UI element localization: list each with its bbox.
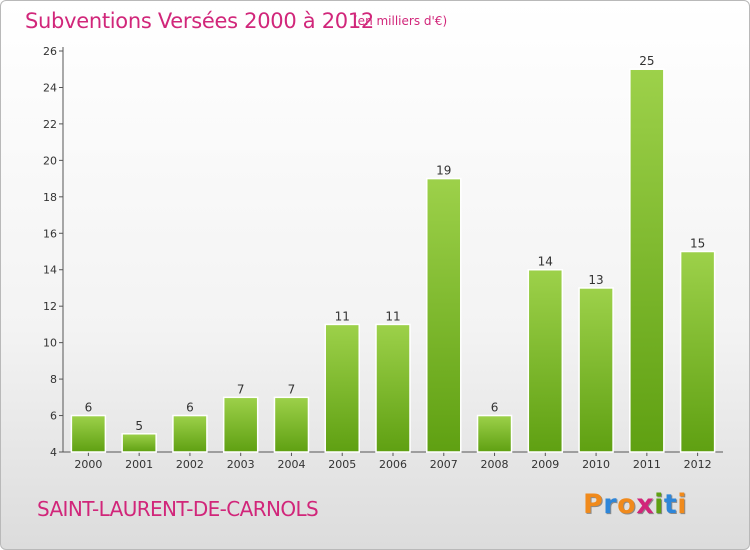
chart-title: Subventions Versées 2000 à 2012: [25, 9, 374, 33]
bar-value-label: 19: [436, 164, 451, 178]
y-tick-label: 12: [43, 300, 57, 313]
x-tick-label: 2009: [531, 458, 559, 471]
chart-bars: [70, 68, 716, 453]
bar-value-label: 14: [538, 255, 553, 269]
bar-value-label: 7: [237, 382, 245, 396]
bar-value-label: 13: [588, 273, 603, 287]
bar: [172, 414, 208, 453]
bar: [375, 323, 411, 453]
y-tick-label: 16: [43, 227, 57, 240]
bar-value-label: 11: [385, 309, 400, 323]
bar-value-label: 25: [639, 54, 654, 68]
bar: [527, 268, 564, 453]
bar: [426, 177, 462, 453]
bar-value-label: 5: [135, 419, 143, 433]
x-tick-label: 2002: [176, 458, 204, 471]
y-tick-label: 22: [43, 118, 57, 131]
logo-letter: i: [677, 489, 688, 520]
y-tick-label: 26: [43, 45, 57, 58]
commune-name: SAINT-LAURENT-DE-CARNOLS: [37, 497, 319, 521]
x-tick-label: 2004: [277, 458, 305, 471]
x-tick-label: 2006: [379, 458, 407, 471]
x-tick-label: 2010: [582, 458, 610, 471]
logo-letter: t: [663, 489, 678, 520]
logo-letter: x: [636, 489, 655, 520]
x-tick-label: 2008: [481, 458, 509, 471]
bar: [121, 433, 157, 453]
chart-axes: 4 6 8 10 12 14 16 18 20 22 24 26 2000 2001 2002 2003 200…: [43, 45, 723, 471]
bar: [70, 414, 107, 453]
y-tick-label: 18: [43, 191, 57, 204]
logo-letter: P: [583, 489, 604, 520]
bar-value-label: 6: [186, 401, 194, 415]
chart-subtitle: (en milliers d'€): [353, 14, 448, 28]
proxiti-logo: Proxiti: [583, 489, 687, 520]
bar: [629, 68, 665, 453]
logo-letter: i: [654, 489, 664, 520]
x-tick-label: 2001: [125, 458, 153, 471]
bar-value-label: 7: [288, 382, 296, 396]
x-tick-label: 2003: [227, 458, 255, 471]
logo-letter: r: [603, 489, 618, 520]
y-tick-label: 4: [50, 446, 57, 459]
y-tick-label: 10: [43, 337, 57, 350]
x-tick-label: 2011: [633, 458, 661, 471]
chart-data-labels: 6 5 6 7 7 11 11 19 6 14 13 25 15: [85, 54, 706, 433]
x-tick-label: 2005: [328, 458, 356, 471]
x-tick-label: 2007: [430, 458, 458, 471]
bar-value-label: 11: [335, 309, 350, 323]
y-tick-label: 8: [50, 373, 57, 386]
logo-letter: o: [617, 489, 637, 520]
bar-value-label: 6: [491, 401, 499, 415]
bar-value-label: 15: [690, 237, 705, 251]
bar: [273, 396, 310, 453]
bar: [578, 287, 614, 453]
bar: [679, 250, 716, 453]
y-tick-label: 14: [43, 264, 57, 277]
x-tick-label: 2000: [74, 458, 102, 471]
y-tick-label: 6: [50, 410, 57, 423]
y-tick-label: 20: [43, 154, 57, 167]
y-tick-label: 24: [43, 81, 57, 94]
bar-value-label: 6: [85, 401, 93, 415]
x-tick-label: 2012: [684, 458, 712, 471]
bar: [324, 323, 360, 453]
bar: [222, 396, 259, 453]
bar: [476, 414, 513, 453]
